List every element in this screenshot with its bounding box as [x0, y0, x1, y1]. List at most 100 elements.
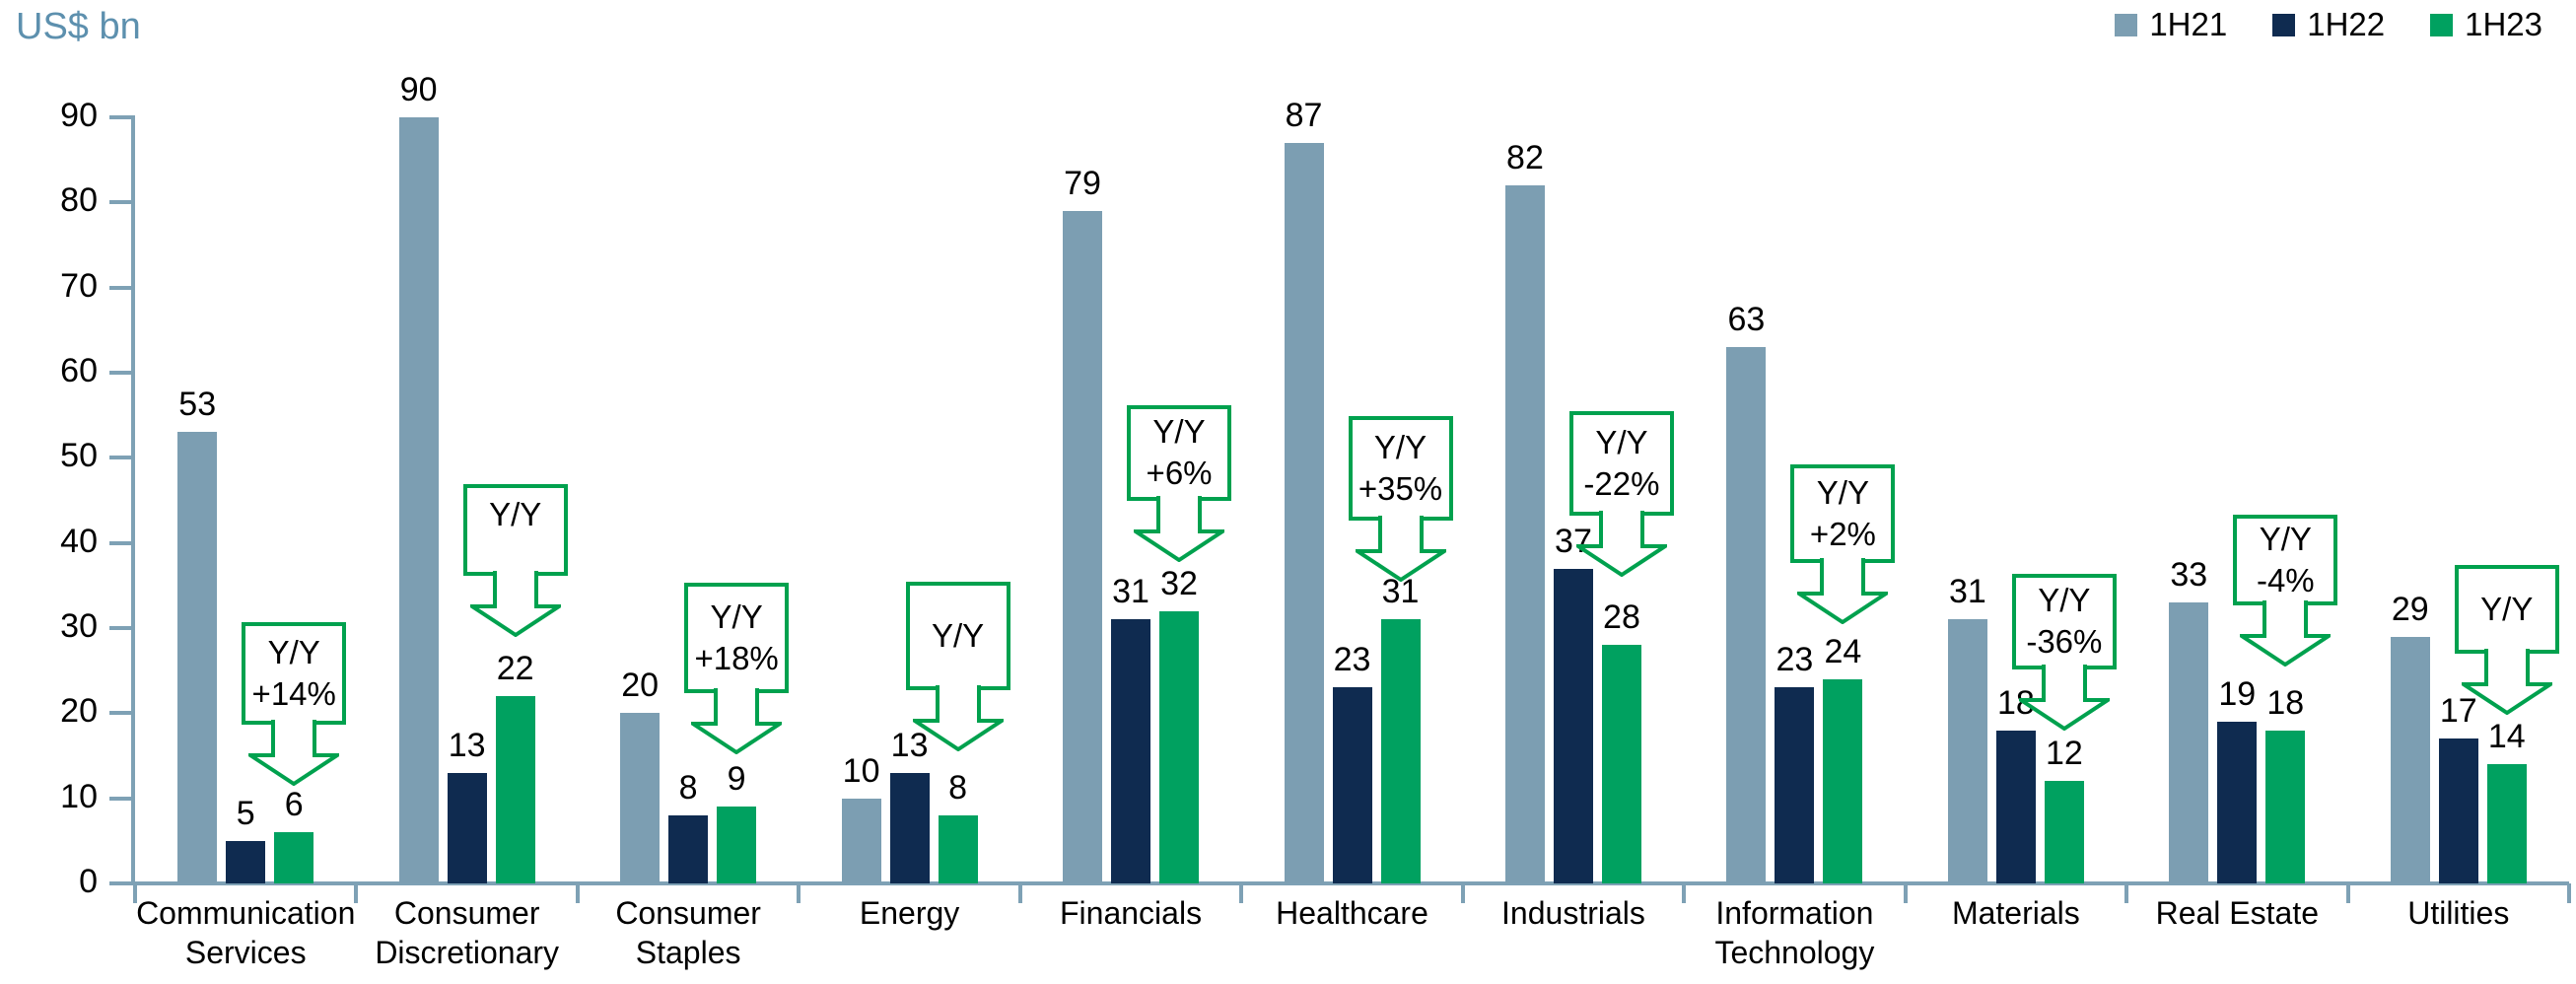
x-axis-tick — [1903, 883, 1908, 903]
bar-value-label: 10 — [842, 751, 880, 790]
yoy-callout-text: +14% — [251, 674, 336, 712]
bar-1h23 — [2265, 730, 2306, 883]
bar-value-label: 19 — [2218, 674, 2257, 713]
bar-1h21 — [1947, 619, 1987, 883]
yoy-callout-text: +6% — [1146, 455, 1213, 492]
legend-item-1h23: 1H23 — [2430, 6, 2542, 43]
yoy-down-arrow-icon — [1575, 511, 1667, 578]
yoy-callout-text: Y/Y — [2038, 582, 2091, 619]
bar-value-label: 13 — [448, 726, 486, 764]
bar-1h21 — [1284, 142, 1324, 883]
bar-value-label: 6 — [284, 786, 304, 824]
bar-value-label: 79 — [1064, 164, 1101, 202]
y-axis-tick — [109, 456, 131, 460]
bar-value-label: 9 — [727, 760, 746, 799]
bar-value-label: 13 — [890, 726, 929, 764]
yoy-callout-text: -36% — [2026, 623, 2103, 661]
yoy-callout-box: Y/Y — [2454, 565, 2559, 655]
bar-value-label: 5 — [236, 794, 255, 832]
category-label: Financials — [1060, 895, 1203, 931]
bar-1h23 — [2486, 764, 2527, 883]
yoy-callout-text: -4% — [2256, 561, 2315, 598]
bar-1h22 — [1995, 730, 2036, 883]
y-axis-tick — [109, 626, 131, 630]
legend-swatch-icon — [2430, 13, 2454, 36]
y-axis-tick-label: 40 — [60, 522, 98, 560]
chart-legend: 1H21 1H22 1H23 — [2115, 6, 2542, 43]
category-label: Consumer Staples — [615, 895, 761, 970]
bar-1h23 — [1601, 645, 1641, 883]
x-axis-tick — [1460, 883, 1465, 903]
y-axis-tick — [109, 540, 131, 545]
bar-1h21 — [620, 713, 661, 883]
legend-label: 1H21 — [2149, 6, 2228, 42]
y-axis-tick — [109, 711, 131, 716]
bar-1h23 — [495, 696, 535, 883]
bar-value-label: 14 — [2487, 718, 2526, 756]
bar-value-label: 23 — [1333, 641, 1371, 679]
bar-1h23 — [1823, 678, 1863, 883]
bar-1h21 — [841, 798, 881, 883]
yoy-callout-text: Y/Y — [1595, 424, 1648, 461]
x-axis-tick — [1682, 883, 1687, 903]
bar-value-label: 8 — [678, 768, 698, 807]
yoy-down-arrow-icon — [912, 685, 1004, 752]
category-label: Utilities — [2407, 895, 2510, 931]
legend-item-1h22: 1H22 — [2272, 6, 2385, 43]
x-axis-tick — [2345, 883, 2350, 903]
bar-1h21 — [1726, 347, 1767, 883]
yoy-callout-box: Y/Y +18% — [684, 582, 790, 693]
x-axis-tick — [133, 883, 137, 903]
bar-1h22 — [668, 814, 709, 883]
bar-1h21 — [1063, 210, 1103, 883]
category-label: Energy — [859, 895, 960, 931]
y-axis-tick — [109, 115, 131, 119]
y-axis-tick — [109, 285, 131, 290]
yoy-callout-text: Y/Y — [931, 617, 985, 655]
y-axis-tick-label: 80 — [60, 181, 98, 220]
x-axis-line — [131, 881, 2569, 885]
legend-label: 1H22 — [2307, 6, 2386, 42]
bar-1h23 — [1159, 610, 1200, 883]
bar-value-label: 33 — [2170, 556, 2208, 595]
yoy-callout-text: Y/Y — [1152, 413, 1206, 451]
category-label: Healthcare — [1276, 895, 1428, 931]
legend-swatch-icon — [2272, 13, 2296, 36]
category-label: Communication Services — [136, 895, 356, 970]
category-label: Real Estate — [2155, 895, 2320, 931]
bar-value-label: 53 — [178, 386, 217, 424]
bar-value-label: 90 — [399, 71, 438, 108]
bar-value-label: 29 — [2391, 590, 2429, 628]
bar-value-label: 18 — [2266, 683, 2305, 722]
category-label: Materials — [1951, 895, 2080, 931]
bar-1h22 — [1553, 568, 1593, 883]
yoy-callout-text: Y/Y — [1816, 473, 1869, 511]
bar-1h22 — [226, 840, 266, 883]
y-axis-line — [131, 115, 135, 885]
yoy-down-arrow-icon — [2018, 664, 2110, 731]
yoy-callout-text: Y/Y — [2480, 591, 2534, 628]
bar-1h22 — [447, 772, 487, 883]
bar-1h22 — [1111, 619, 1151, 883]
bar-1h22 — [1332, 687, 1372, 883]
yoy-callout-box: Y/Y — [905, 582, 1010, 691]
y-axis-tick-label: 10 — [60, 777, 98, 815]
y-axis-tick — [109, 796, 131, 801]
yoy-down-arrow-icon — [1134, 495, 1225, 562]
yoy-down-arrow-icon — [691, 687, 783, 754]
yoy-callout-text: +35% — [1358, 469, 1443, 507]
bar-value-label: 8 — [948, 768, 968, 807]
category-label: Consumer Discretionary — [375, 895, 560, 970]
yoy-down-arrow-icon — [1355, 515, 1446, 582]
x-axis-tick — [2124, 883, 2129, 903]
y-axis-unit-label: US$ bn — [16, 6, 141, 47]
bar-1h23 — [717, 807, 757, 883]
bar-value-label: 23 — [1775, 641, 1814, 679]
yoy-callout-text: Y/Y — [1373, 428, 1427, 465]
bar-value-label: 87 — [1285, 96, 1323, 134]
bar-1h21 — [1504, 185, 1545, 883]
bar-1h23 — [938, 814, 978, 883]
yoy-callout-text: Y/Y — [2259, 520, 2312, 557]
bar-value-label: 82 — [1506, 139, 1544, 177]
yoy-callout-text: Y/Y — [710, 597, 763, 635]
